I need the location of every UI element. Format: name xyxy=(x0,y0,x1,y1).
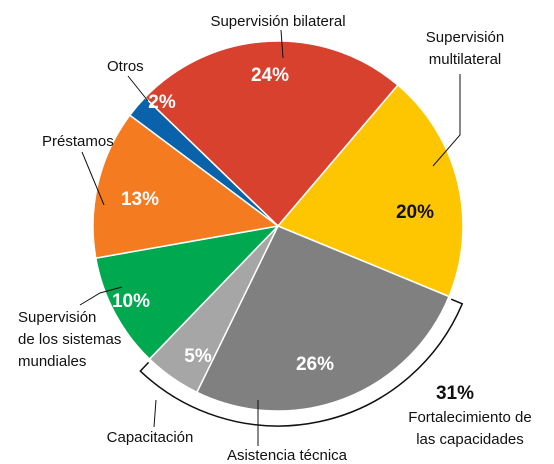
annotation: 31% xyxy=(436,383,474,404)
leader-line xyxy=(432,74,461,167)
slice-label: Supervisión de los sistemas mundiales xyxy=(18,309,121,370)
pie-slice xyxy=(276,84,464,298)
slice-label: Otros xyxy=(107,58,144,75)
slice-label: Préstamos xyxy=(42,133,114,150)
annotation: Fortalecimiento de las capacidades xyxy=(408,409,531,448)
pie-slice xyxy=(143,40,399,228)
slice-label: Supervisión multilateral xyxy=(426,29,504,68)
leader-line xyxy=(127,75,149,102)
data-label: 24% xyxy=(251,65,289,86)
pie-slice xyxy=(195,225,451,412)
slice-label: Asistencia técnica xyxy=(227,447,348,464)
pie-slice xyxy=(92,114,280,259)
data-label: 2% xyxy=(148,92,176,113)
bracket xyxy=(139,298,464,427)
data-label: 20% xyxy=(396,202,434,223)
data-label: 5% xyxy=(184,346,212,367)
slice-label: Supervisión bilateral xyxy=(210,13,345,30)
data-label: 13% xyxy=(121,189,159,210)
pie-slice xyxy=(94,224,281,361)
leader-line xyxy=(79,286,123,306)
leader-line xyxy=(280,29,284,59)
leader-line xyxy=(81,151,105,206)
leader-line xyxy=(153,399,157,428)
slice-label: Capacitación xyxy=(107,429,194,446)
data-label: 26% xyxy=(296,354,334,375)
data-label: 10% xyxy=(112,291,150,312)
